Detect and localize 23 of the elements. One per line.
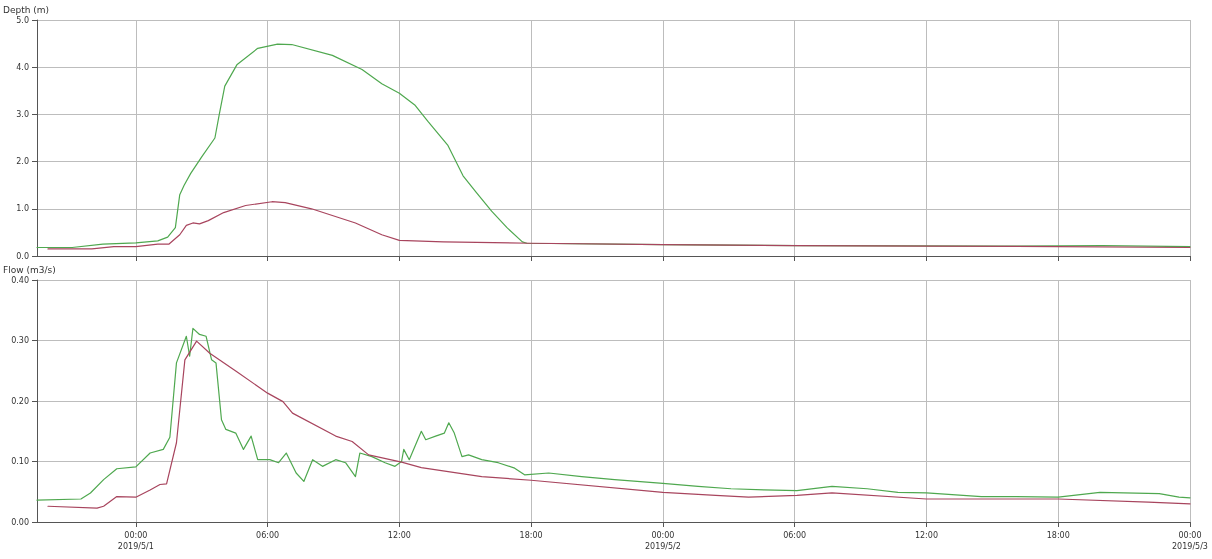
x-tick-label: 18:00	[519, 531, 543, 540]
x-tick-label: 00:00 2019/5/3	[1172, 531, 1208, 551]
y-tick-label: 0.20	[11, 396, 29, 406]
x-tick-label: 12:00	[387, 531, 411, 540]
y-tick-label: 0.40	[11, 275, 29, 285]
x-tick-label: 00:00 2019/5/2	[644, 531, 681, 551]
y-tick-label: 1.0	[16, 204, 29, 214]
y-tick-label: 4.0	[16, 62, 29, 72]
y-tick-label: 0.0	[16, 251, 29, 261]
y-tick-label: 0.00	[11, 517, 29, 527]
line-series	[47, 201, 1191, 250]
x-tick-label: 12:00	[914, 531, 938, 540]
y-tick-label: 5.0	[16, 15, 29, 25]
y-axis-title: Depth (m)	[3, 4, 50, 15]
y-tick-label: 0.30	[11, 336, 29, 345]
x-tick-label: 00:00 2019/5/1	[117, 531, 154, 551]
y-tick-label: 3.0	[16, 109, 29, 119]
x-tick-label: 06:00	[256, 531, 280, 540]
x-tick-label: 18:00	[1046, 531, 1070, 540]
y-tick-label: 2.0	[16, 157, 29, 167]
x-tick-label: 06:00	[783, 531, 807, 540]
y-tick-label: 0.10	[11, 457, 29, 466]
y-axis-title: Flow (m3/s)	[3, 264, 56, 275]
